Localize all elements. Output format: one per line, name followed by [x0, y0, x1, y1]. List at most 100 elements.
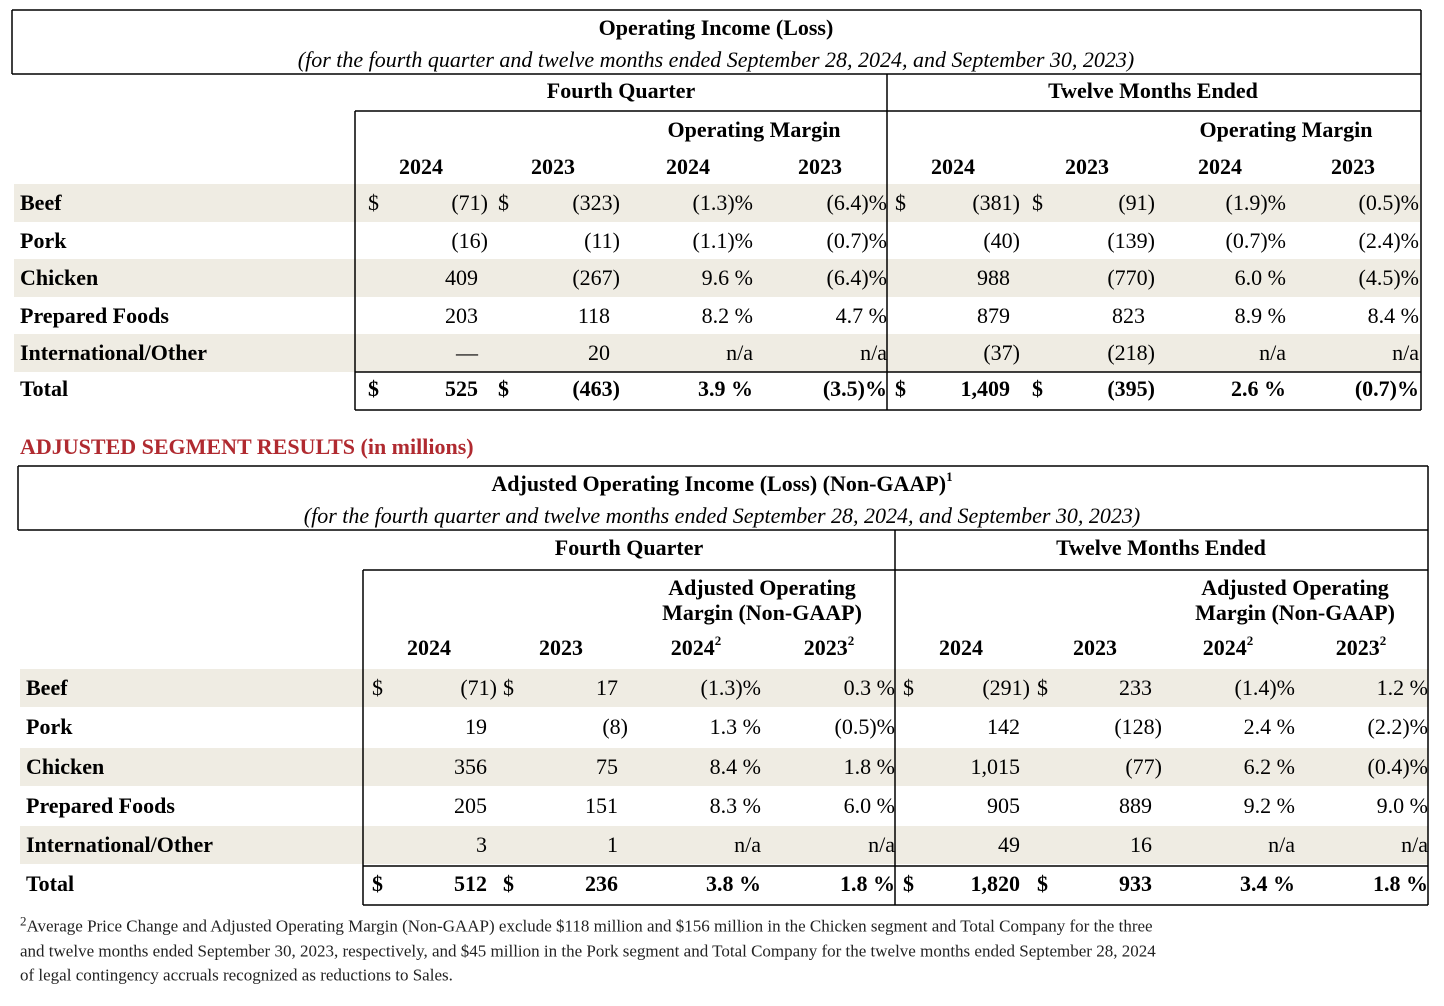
text: 1,409	[960, 376, 1011, 401]
text: 118	[577, 303, 610, 328]
text: 3.8 %	[706, 871, 761, 896]
text: 2.4 %	[1243, 714, 1295, 739]
text: 525	[445, 376, 478, 401]
text: 6.2 %	[1243, 754, 1295, 779]
text: Total	[20, 376, 69, 401]
text: 2024	[939, 635, 983, 660]
text-group: 20242	[1203, 634, 1254, 659]
text: International/Other	[20, 340, 207, 365]
text: 2024	[399, 154, 443, 179]
text: Adjusted Operating Margin (Non-GAAP)	[1195, 575, 1395, 625]
text: 203	[445, 303, 478, 328]
row-shade	[20, 669, 1428, 707]
text: (for the fourth quarter and twelve month…	[297, 47, 1135, 72]
text: 8.2 %	[701, 303, 753, 328]
text: 8.4 %	[709, 754, 761, 779]
text: 2023	[1073, 635, 1117, 660]
year: 2024	[670, 635, 715, 660]
text: 205	[454, 793, 487, 818]
footnote-text: Average Price Change and Adjusted Operat…	[26, 916, 1153, 936]
text: 3.4 %	[1240, 871, 1295, 896]
text: 2024	[407, 635, 451, 660]
text: 2024	[666, 154, 710, 179]
text-group: 20232	[804, 634, 855, 659]
footnote-marker: 2	[20, 913, 27, 929]
text: 9.0 %	[1376, 793, 1428, 818]
row-shade	[14, 259, 1420, 297]
text: (1.3)%	[692, 190, 753, 215]
text: Operating Margin	[1199, 117, 1373, 142]
text: Total	[26, 871, 75, 896]
text: (381)	[972, 190, 1020, 215]
text: 1.3 %	[709, 714, 761, 739]
text: (6.4)%	[826, 190, 887, 215]
text: 512	[454, 871, 487, 896]
text: 8.9 %	[1234, 303, 1286, 328]
text: 1,015	[970, 754, 1021, 779]
text: $	[368, 376, 379, 401]
text: $	[903, 871, 914, 896]
text: Operating Income (Loss)	[598, 15, 834, 40]
text: (128)	[1114, 714, 1162, 739]
text: (37)	[983, 340, 1020, 365]
text: (0.5)%	[1358, 190, 1419, 215]
text: $	[1032, 190, 1043, 215]
text: (267)	[572, 265, 620, 290]
text: (1.1)%	[692, 228, 753, 253]
text: $	[1032, 376, 1043, 401]
text: $	[895, 376, 906, 401]
text: 8.3 %	[709, 793, 761, 818]
title: Adjusted Operating Income (Loss) (Non-GA…	[491, 471, 947, 496]
row-shade	[20, 826, 1428, 864]
text: 9.2 %	[1243, 793, 1295, 818]
row-shading	[14, 184, 1428, 864]
text: (2.4)%	[1358, 228, 1419, 253]
text: 19	[465, 714, 487, 739]
text: 879	[977, 303, 1010, 328]
text: $	[1037, 675, 1048, 700]
footnote-ref: 2	[847, 633, 855, 648]
text: 75	[596, 754, 618, 779]
text: 1.8 %	[843, 754, 895, 779]
text: (323)	[572, 190, 620, 215]
text: (16)	[451, 228, 488, 253]
text: 2023	[1065, 154, 1109, 179]
text: (11)	[584, 228, 620, 253]
text: (1.3)%	[700, 675, 761, 700]
footnote-ref: 2	[1246, 633, 1254, 648]
text: Beef	[26, 675, 68, 700]
text: Prepared Foods	[20, 303, 169, 328]
text: 2.6 %	[1231, 376, 1286, 401]
text: Fourth Quarter	[546, 78, 696, 103]
text: Fourth Quarter	[554, 535, 704, 560]
text: 142	[987, 714, 1020, 739]
text: Chicken	[20, 265, 99, 290]
footnote-ref: 2	[1379, 633, 1387, 648]
text-group: Adjusted Operating Income (Loss) (Non-GA…	[491, 470, 952, 496]
text: n/a	[1401, 832, 1428, 857]
text: 4.7 %	[835, 303, 887, 328]
text: 236	[585, 871, 618, 896]
text: 988	[977, 265, 1010, 290]
text-group: 2Average Price Change and Adjusted Opera…	[20, 915, 1153, 936]
text: 6.0 %	[843, 793, 895, 818]
row-shade	[14, 334, 1420, 372]
text: of legal contingency accruals recognized…	[20, 965, 453, 985]
text: n/a	[860, 340, 887, 365]
text: Pork	[26, 714, 73, 739]
text: (0.7)%	[826, 228, 887, 253]
text: 2024	[931, 154, 975, 179]
text: Prepared Foods	[26, 793, 175, 818]
text: Twelve Months Ended	[1048, 78, 1258, 103]
text: 3.9 %	[698, 376, 753, 401]
text: 2023	[1331, 154, 1375, 179]
text: $	[372, 871, 383, 896]
text: $	[503, 675, 514, 700]
text: 2023	[798, 154, 842, 179]
text: —	[456, 340, 478, 365]
text: 356	[454, 754, 487, 779]
text: 49	[998, 832, 1020, 857]
row-shade	[20, 748, 1428, 786]
